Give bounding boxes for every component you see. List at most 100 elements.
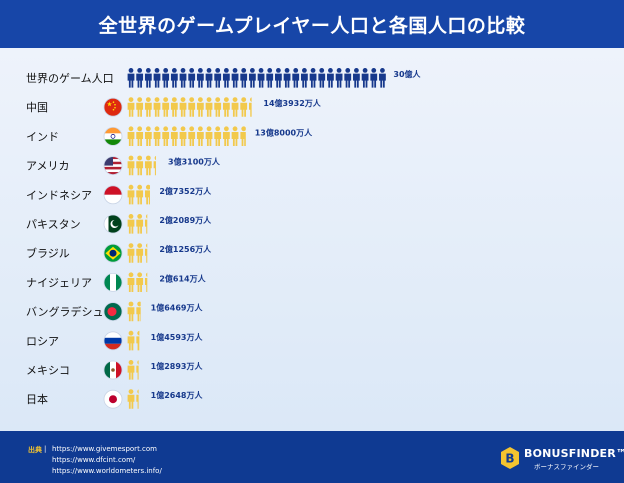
person-icon — [248, 68, 256, 88]
person-icon — [144, 97, 152, 117]
source-link[interactable]: https://www.worldometers.info/ — [52, 467, 162, 475]
person-icon — [144, 68, 152, 88]
pictogram-bar — [127, 126, 246, 146]
row-label: ロシア — [26, 335, 59, 348]
person-icon — [162, 97, 170, 117]
chart-row: ブラジル 2億1256万人 — [26, 243, 212, 263]
person-icon — [222, 97, 230, 117]
pictogram-bar — [127, 243, 148, 263]
value-label: 2億1256万人 — [159, 244, 212, 254]
person-icon — [205, 68, 213, 88]
person-icon — [127, 360, 135, 380]
person-icon — [240, 97, 248, 117]
source-divider: | — [44, 445, 47, 453]
person-icon — [127, 330, 135, 351]
logo-subtext: ボーナスファインダー — [534, 463, 599, 471]
person-icon — [170, 97, 178, 117]
russia-flag-icon — [103, 331, 123, 351]
pictogram-bar — [127, 97, 252, 117]
person-icon — [136, 330, 140, 351]
person-icon — [127, 155, 135, 176]
person-icon — [127, 97, 135, 117]
person-icon — [196, 97, 204, 117]
usa-flag-icon — [103, 156, 123, 175]
person-icon — [318, 68, 326, 88]
brazil-flag-icon — [103, 243, 123, 263]
nigeria-flag-icon — [103, 272, 123, 292]
person-icon — [188, 68, 196, 88]
row-label: インドネシア — [26, 189, 92, 202]
value-label: 14億3932万人 — [263, 98, 321, 108]
person-icon — [196, 68, 204, 88]
header: 全世界のゲームプレイヤー人口と各国人口の比較 — [0, 0, 624, 48]
person-icon — [266, 68, 274, 88]
row-label: パキスタン — [26, 218, 81, 231]
person-icon — [179, 97, 187, 117]
row-label: アメリカ — [26, 160, 69, 173]
person-icon — [179, 68, 187, 88]
china-flag-icon — [103, 97, 123, 117]
indonesia-flag-icon — [103, 185, 123, 205]
value-label: 1億4593万人 — [151, 332, 204, 342]
person-icon — [136, 214, 144, 234]
person-icon — [127, 389, 135, 409]
person-icon — [127, 272, 135, 292]
pictogram-bar — [127, 360, 139, 380]
chart-row: 日本 1億2648万人 — [26, 389, 204, 409]
bangladesh-flag-icon — [103, 302, 123, 322]
row-label: インド — [26, 130, 59, 143]
person-icon — [127, 301, 135, 322]
value-label: 13億8000万人 — [255, 127, 313, 137]
person-icon — [144, 184, 150, 205]
source-link[interactable]: https://www.givemesport.com — [52, 445, 157, 453]
page-title: 全世界のゲームプレイヤー人口と各国人口の比較 — [98, 14, 526, 37]
person-icon — [153, 155, 156, 176]
person-icon — [144, 126, 152, 146]
value-label: 1億2648万人 — [151, 390, 204, 400]
pictogram-bar — [127, 184, 150, 205]
row-label: 中国 — [26, 101, 48, 114]
person-icon — [240, 126, 246, 146]
person-icon — [335, 68, 343, 88]
row-label: ブラジル — [26, 246, 70, 260]
person-icon — [136, 68, 144, 88]
pictogram-bar — [127, 389, 139, 409]
person-icon — [127, 68, 135, 88]
chart-row: ナイジェリア 2億614万人 — [26, 272, 207, 292]
value-label: 1億2893万人 — [151, 361, 204, 371]
person-icon — [222, 126, 230, 146]
person-icon — [214, 68, 222, 88]
person-icon — [127, 214, 135, 234]
person-icon — [136, 155, 144, 176]
person-icon — [231, 126, 239, 146]
chart-row: 世界のゲーム人口 30億人 — [26, 68, 422, 88]
person-icon — [301, 68, 308, 88]
chart-area: 世界のゲーム人口 30億人 中国 14億3932万人 インド 13億8000万人 アメリカ 3… — [0, 48, 624, 431]
person-icon — [136, 360, 139, 380]
person-icon — [231, 97, 239, 117]
person-icon — [144, 155, 152, 176]
person-icon — [214, 97, 222, 117]
pakistan-flag-icon — [103, 214, 123, 234]
person-icon — [205, 97, 213, 117]
pictogram-bar — [127, 301, 141, 322]
person-icon — [379, 68, 386, 88]
footer: 出典 | https://www.givemesport.com https:/… — [0, 431, 624, 483]
source-link[interactable]: https://www.dfcint.com/ — [52, 456, 136, 464]
person-icon — [162, 68, 170, 88]
chart-row: インド 13億8000万人 — [26, 126, 313, 146]
person-icon — [205, 126, 213, 146]
row-label: バングラデシュ — [26, 305, 104, 319]
person-icon — [136, 184, 144, 205]
person-icon — [170, 126, 178, 146]
person-icon — [136, 272, 144, 292]
row-label: メキシコ — [26, 364, 70, 377]
person-icon — [327, 68, 334, 88]
person-icon — [127, 126, 135, 146]
pictogram-bar — [127, 155, 156, 176]
person-icon — [144, 272, 148, 292]
person-icon — [240, 68, 248, 88]
person-icon — [162, 126, 170, 146]
person-icon — [188, 97, 196, 117]
